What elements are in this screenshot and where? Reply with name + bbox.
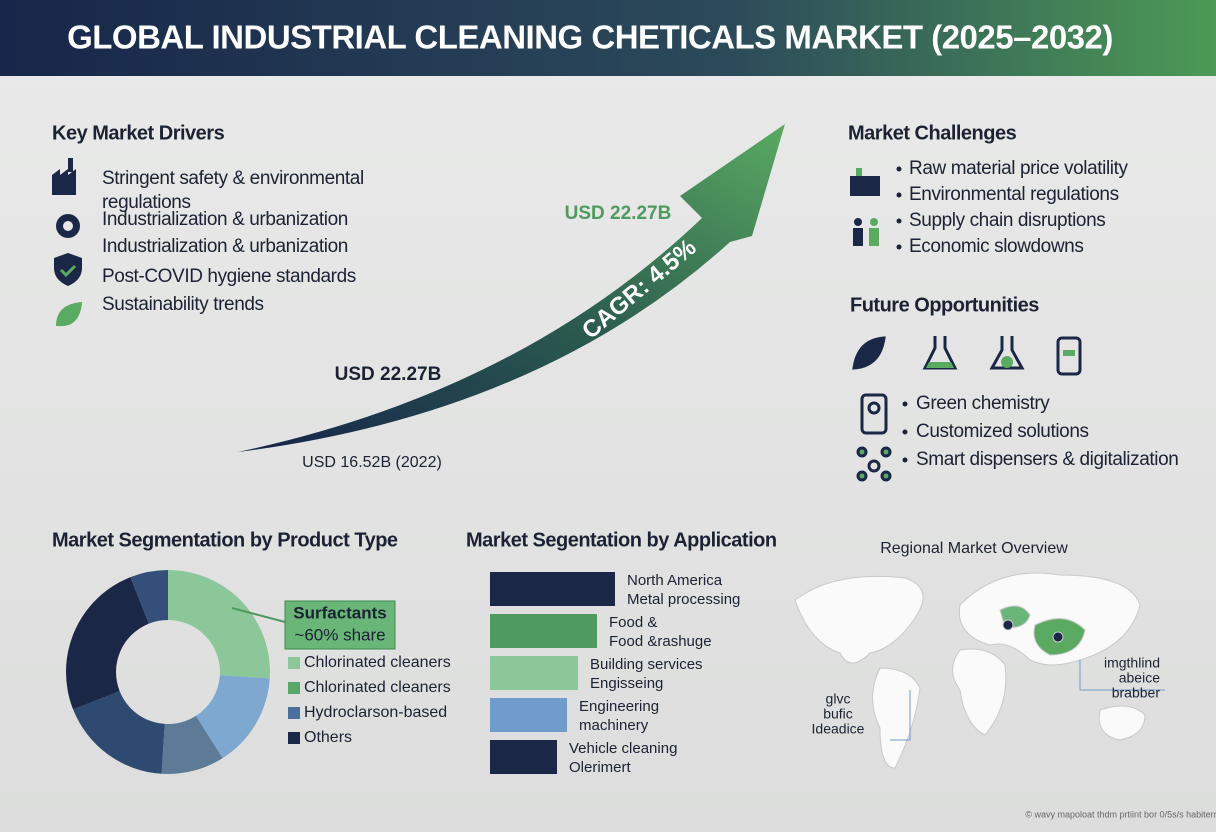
bar-label: Building services bbox=[590, 656, 703, 673]
bullet bbox=[896, 166, 902, 172]
bar bbox=[490, 572, 615, 606]
bar-label: Vehicle cleaning bbox=[569, 740, 677, 757]
bar-label: Olerimert bbox=[569, 759, 632, 776]
legend-swatch bbox=[288, 707, 300, 719]
start-label: USD 16.52B (2022) bbox=[302, 454, 442, 471]
bar bbox=[490, 698, 567, 732]
world-map bbox=[794, 572, 1146, 769]
donut-segment bbox=[65, 577, 149, 710]
callout-text: ~60% share bbox=[294, 625, 385, 644]
bar-label: Food &rashuge bbox=[609, 633, 712, 650]
mid-label: USD 22.27B bbox=[335, 364, 442, 385]
leader-line bbox=[1079, 660, 1165, 691]
challenge-item: Raw material price volatility bbox=[909, 158, 1128, 179]
region-label: Ideadice bbox=[812, 721, 865, 737]
bar bbox=[490, 656, 578, 690]
opportunity-item: Customized solutions bbox=[916, 421, 1089, 442]
region-label: abeice bbox=[1119, 670, 1160, 686]
footer-note: © wavy mapoloat thdm prtiint bor 0/5s/s … bbox=[1025, 809, 1216, 819]
donut-segment bbox=[73, 691, 165, 774]
bullet bbox=[902, 429, 908, 435]
bullet bbox=[896, 244, 902, 250]
bar bbox=[490, 614, 597, 648]
region-label: bufic bbox=[823, 706, 853, 722]
opportunity-icons bbox=[852, 336, 1082, 482]
bar bbox=[490, 740, 557, 774]
bar-label: machinery bbox=[579, 717, 649, 734]
bar-label: Metal processing bbox=[627, 591, 740, 608]
section-title: Regional Market Overview bbox=[880, 540, 1068, 557]
section-title: Market Challenges bbox=[848, 122, 1017, 144]
donut-segment bbox=[195, 675, 270, 759]
section-title: Key Market Drivers bbox=[52, 122, 225, 144]
header-bar bbox=[0, 0, 1216, 76]
driver-icons bbox=[52, 158, 82, 327]
leader-line bbox=[890, 690, 911, 741]
driver-item: Sustainability trends bbox=[102, 294, 264, 315]
section-title: Market Segmentation by Product Type bbox=[52, 529, 398, 551]
end-label: USD 22.27B bbox=[565, 203, 672, 224]
callout-line bbox=[231, 607, 286, 623]
region-label: brabber bbox=[1112, 685, 1161, 701]
challenge-item: Supply chain disruptions bbox=[909, 210, 1105, 231]
page-title: GLOBAL INDUSTRIAL CLEANING CHETICALS MAR… bbox=[67, 19, 1113, 56]
legend-label: Chlorinated cleaners bbox=[304, 679, 451, 696]
bar-label: Food & bbox=[609, 614, 657, 631]
bar-label: Engisseing bbox=[590, 675, 663, 692]
section-title: Market Segentation by Application bbox=[466, 529, 777, 551]
donut-segment bbox=[130, 570, 168, 624]
driver-item: Stringent safety & environmental bbox=[102, 168, 364, 189]
legend-swatch bbox=[288, 657, 300, 669]
opportunity-item: Smart dispensers & digitalization bbox=[916, 449, 1178, 470]
donut-segment bbox=[168, 570, 271, 679]
bullet bbox=[902, 457, 908, 463]
bullet bbox=[896, 218, 902, 224]
legend-label: Others bbox=[304, 729, 352, 746]
callout-box bbox=[284, 600, 396, 650]
challenge-item: Environmental regulations bbox=[909, 184, 1119, 205]
bar-label: Engineering bbox=[579, 698, 659, 715]
challenge-item: Economic slowdowns bbox=[909, 236, 1083, 257]
bullet bbox=[896, 192, 902, 198]
opportunity-item: Green chemistry bbox=[916, 393, 1050, 414]
bullet bbox=[902, 401, 908, 407]
legend-swatch bbox=[288, 732, 300, 744]
region-label: imgthlind bbox=[1104, 655, 1160, 671]
legend-label: Chlorinated cleaners bbox=[304, 654, 451, 671]
legend-swatch bbox=[288, 682, 300, 694]
driver-item: Industrialization & urbanization bbox=[102, 209, 348, 230]
section-title: Future Opportunities bbox=[850, 294, 1039, 316]
driver-item: Post-COVID hygiene standards bbox=[102, 266, 356, 287]
bar-label: North America bbox=[627, 572, 723, 589]
driver-item: Industrialization & urbanization bbox=[102, 236, 348, 257]
donut-segment bbox=[161, 715, 223, 774]
region-label: glvc bbox=[826, 691, 851, 707]
challenge-icons bbox=[850, 168, 880, 246]
callout-title: Surfactants bbox=[293, 603, 387, 622]
legend-label: Hydroclarson-based bbox=[304, 704, 447, 721]
driver-item: regulations bbox=[102, 192, 191, 213]
